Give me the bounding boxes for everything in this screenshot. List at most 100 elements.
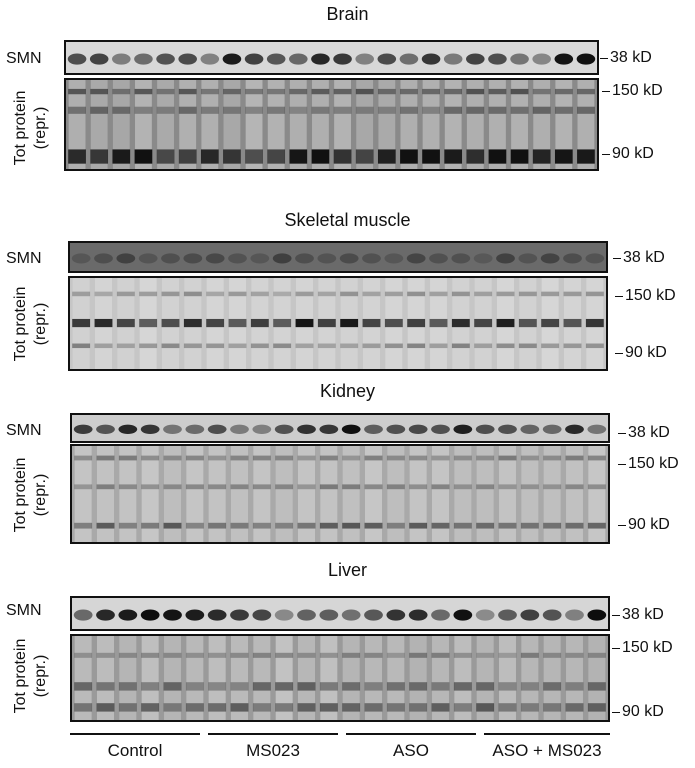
smn-marker-brain: 38 kD <box>600 49 652 66</box>
lane <box>186 446 204 542</box>
smn-band <box>406 253 426 264</box>
lane <box>566 636 583 720</box>
lane <box>489 80 506 169</box>
smn-band <box>377 53 397 65</box>
protein-band <box>252 703 271 712</box>
lane <box>320 446 338 542</box>
lane <box>432 446 449 542</box>
protein-band <box>340 318 359 328</box>
protein-band <box>156 106 175 114</box>
protein-band <box>96 703 115 712</box>
protein-band <box>543 455 562 461</box>
smn-band <box>163 424 182 434</box>
protein-band <box>156 88 175 95</box>
smn-band <box>230 424 249 434</box>
protein-band <box>362 343 381 349</box>
lane <box>119 446 137 542</box>
protein-band <box>520 652 539 658</box>
tot-protein-repr-text: (repr.) <box>32 654 49 698</box>
protein-band <box>342 703 361 712</box>
smn-band <box>386 424 406 434</box>
protein-band <box>139 343 158 349</box>
protein-band <box>230 484 249 490</box>
tot-blot-kidney <box>70 444 610 544</box>
lane <box>135 80 152 169</box>
smn-band <box>498 424 517 434</box>
smn-blot-brain <box>64 40 599 75</box>
protein-band <box>498 484 517 490</box>
protein-band <box>587 652 606 658</box>
protein-band <box>543 484 562 490</box>
protein-band <box>297 522 316 529</box>
protein-band <box>554 149 573 164</box>
protein-band <box>200 149 219 164</box>
protein-band <box>474 318 493 328</box>
protein-band <box>453 455 472 461</box>
lane <box>422 80 440 169</box>
lane <box>208 636 226 720</box>
protein-band <box>386 682 405 691</box>
protein-band <box>208 703 227 712</box>
smn-band <box>205 253 225 264</box>
protein-band <box>317 291 336 297</box>
protein-band <box>90 88 109 95</box>
protein-band <box>139 291 158 297</box>
smn-band <box>73 609 93 621</box>
protein-band <box>141 522 160 529</box>
smn-bands-skeletal-muscle <box>71 253 605 264</box>
protein-band <box>208 484 227 490</box>
protein-band <box>565 652 584 658</box>
protein-band <box>161 318 180 328</box>
protein-band <box>451 291 470 297</box>
protein-band <box>250 318 269 328</box>
protein-band <box>297 703 316 712</box>
smn-band <box>341 609 361 621</box>
protein-band <box>386 455 405 461</box>
smn-band <box>274 424 294 434</box>
protein-band <box>297 484 316 490</box>
panel-title-brain: Brain <box>326 4 369 24</box>
protein-band <box>342 455 361 461</box>
protein-band <box>453 703 472 712</box>
protein-band <box>230 522 249 529</box>
smn-band <box>67 53 87 65</box>
lane <box>90 80 108 169</box>
smn-band <box>89 53 109 65</box>
smn-band <box>362 253 381 264</box>
protein-band <box>267 106 286 114</box>
protein-band <box>68 106 86 114</box>
protein-band <box>563 343 582 349</box>
smn-band <box>576 53 596 65</box>
protein-band <box>554 106 573 114</box>
tot-bands-liver <box>74 636 606 720</box>
protein-band <box>520 522 539 529</box>
protein-band <box>476 703 495 712</box>
smn-band <box>431 424 450 434</box>
protein-band <box>362 318 381 328</box>
protein-band <box>444 149 463 164</box>
smn-band <box>317 253 337 264</box>
smn-label-liver: SMN <box>6 602 42 619</box>
smn-band <box>140 609 160 621</box>
protein-band <box>161 291 180 297</box>
protein-band <box>496 343 515 349</box>
protein-band <box>230 703 249 712</box>
protein-band <box>431 703 450 712</box>
protein-band <box>364 703 383 712</box>
protein-band <box>355 88 374 95</box>
lane <box>267 80 285 169</box>
tot-protein-repr-text: (repr.) <box>32 473 49 517</box>
protein-band <box>543 703 562 712</box>
lane <box>454 446 472 542</box>
protein-band <box>96 652 115 658</box>
lane <box>476 636 494 720</box>
protein-band <box>295 291 314 297</box>
protein-band <box>252 682 271 691</box>
protein-band <box>342 522 361 529</box>
smn-band <box>386 609 406 621</box>
protein-band <box>340 291 359 297</box>
protein-band <box>340 343 359 349</box>
protein-band <box>112 149 131 164</box>
group-line-aso-ms023 <box>484 733 610 735</box>
smn-band <box>510 53 529 65</box>
